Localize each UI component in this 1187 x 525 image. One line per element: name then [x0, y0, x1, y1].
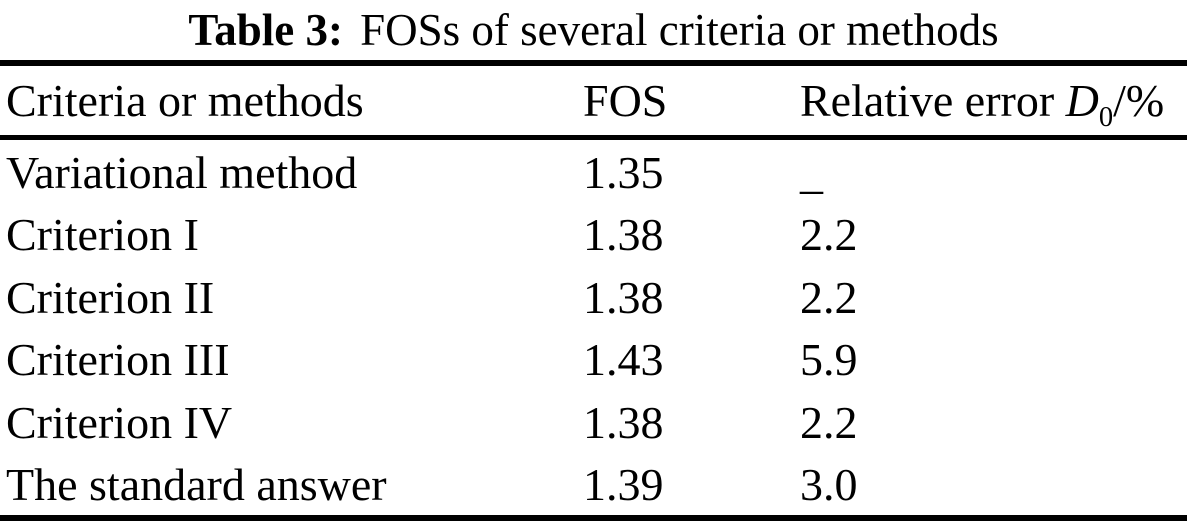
cell-fos: 1.38 [583, 209, 664, 261]
cell-relative-error: 3.0 [800, 459, 858, 511]
cell-fos: 1.38 [583, 396, 664, 448]
cell-relative-error: 5.9 [800, 334, 858, 386]
table-row: Variational method 1.35 _ [0, 140, 1187, 203]
header-relative-error-suffix: /% [1113, 75, 1165, 126]
table-header-row: Criteria or methods FOS Relative error D… [0, 66, 1187, 135]
table-top-rule [0, 60, 1187, 66]
header-relative-error-subscript: 0 [1098, 102, 1114, 134]
cell-method: Criterion IV [6, 396, 233, 448]
cell-method: The standard answer [6, 459, 387, 511]
cell-relative-error: 2.2 [800, 271, 858, 323]
table-bottom-rule [0, 515, 1187, 521]
cell-fos: 1.35 [583, 146, 664, 198]
cell-method: Criterion II [6, 271, 215, 323]
cell-method: Criterion III [6, 334, 230, 386]
header-relative-error-symbol: D [1065, 75, 1099, 126]
table-row: Criterion I 1.38 2.2 [0, 203, 1187, 266]
table-caption-number: Table 3: [188, 5, 343, 55]
header-relative-error-prefix: Relative error [800, 75, 1066, 126]
header-fos: FOS [583, 75, 668, 126]
table-row: Criterion III 1.43 5.9 [0, 328, 1187, 391]
cell-relative-error: 2.2 [800, 396, 858, 448]
cell-fos: 1.43 [583, 334, 664, 386]
table-row: Criterion II 1.38 2.2 [0, 265, 1187, 328]
cell-fos: 1.38 [583, 271, 664, 323]
table-caption: Table 3: FOSs of several criteria or met… [0, 0, 1187, 60]
header-relative-error: Relative error D0/% [800, 74, 1187, 132]
cell-relative-error: _ [800, 146, 823, 198]
table-row: The standard answer 1.39 3.0 [0, 453, 1187, 516]
table-row: Criterion IV 1.38 2.2 [0, 390, 1187, 453]
cell-relative-error: 2.2 [800, 209, 858, 261]
table-caption-text: FOSs of several criteria or methods [360, 5, 999, 55]
cell-method: Variational method [6, 146, 358, 198]
header-criteria-or-methods: Criteria or methods [6, 75, 364, 126]
table-header-rule [0, 135, 1187, 140]
cell-method: Criterion I [6, 209, 199, 261]
cell-fos: 1.39 [583, 459, 664, 511]
